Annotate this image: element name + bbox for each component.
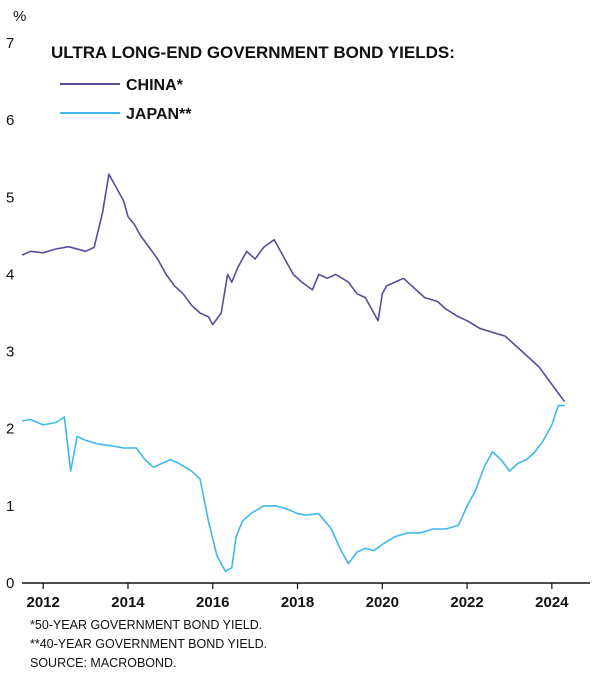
china-series-line — [21, 173, 566, 403]
y-tick-label: 1 — [6, 498, 14, 515]
legend-label-china: CHINA* — [126, 77, 184, 94]
y-tick-label: 7 — [6, 35, 14, 52]
series-lines — [21, 173, 566, 573]
x-tick-label: 2014 — [111, 594, 145, 610]
y-tick-label: 2 — [6, 421, 14, 438]
japan-series-line — [21, 404, 565, 573]
x-tick-label: 2020 — [366, 594, 399, 610]
x-tick-label: 2018 — [281, 594, 314, 610]
x-axis-ticks: 2012 2014 2016 2018 2020 2022 2024 — [27, 583, 569, 610]
y-axis-ticks: 0 1 2 3 4 5 6 7 — [6, 35, 14, 592]
footnote-source: SOURCE: MACROBOND. — [30, 656, 177, 670]
chart-title: ULTRA LONG-END GOVERNMENT BOND YIELDS: — [51, 43, 455, 62]
x-tick-label: 2024 — [535, 594, 569, 610]
y-tick-label: 4 — [6, 266, 14, 283]
footnote-japan: **40-YEAR GOVERNMENT BOND YIELD. — [30, 637, 268, 651]
legend-label-japan: JAPAN** — [126, 106, 192, 123]
footnote-china: *50-YEAR GOVERNMENT BOND YIELD. — [30, 618, 263, 632]
x-tick-label: 2016 — [196, 594, 229, 610]
y-unit-label: % — [13, 8, 26, 25]
y-tick-label: 6 — [6, 112, 14, 129]
chart-title-box: ULTRA LONG-END GOVERNMENT BOND YIELDS: — [51, 43, 455, 62]
y-tick-label: 3 — [6, 344, 14, 361]
x-tick-label: 2022 — [450, 594, 483, 610]
y-tick-label: 0 — [6, 575, 14, 592]
y-tick-label: 5 — [6, 189, 14, 206]
x-tick-label: 2012 — [27, 594, 60, 610]
legend: CHINA* JAPAN** — [60, 77, 192, 123]
footnotes: *50-YEAR GOVERNMENT BOND YIELD. **40-YEA… — [30, 616, 267, 673]
